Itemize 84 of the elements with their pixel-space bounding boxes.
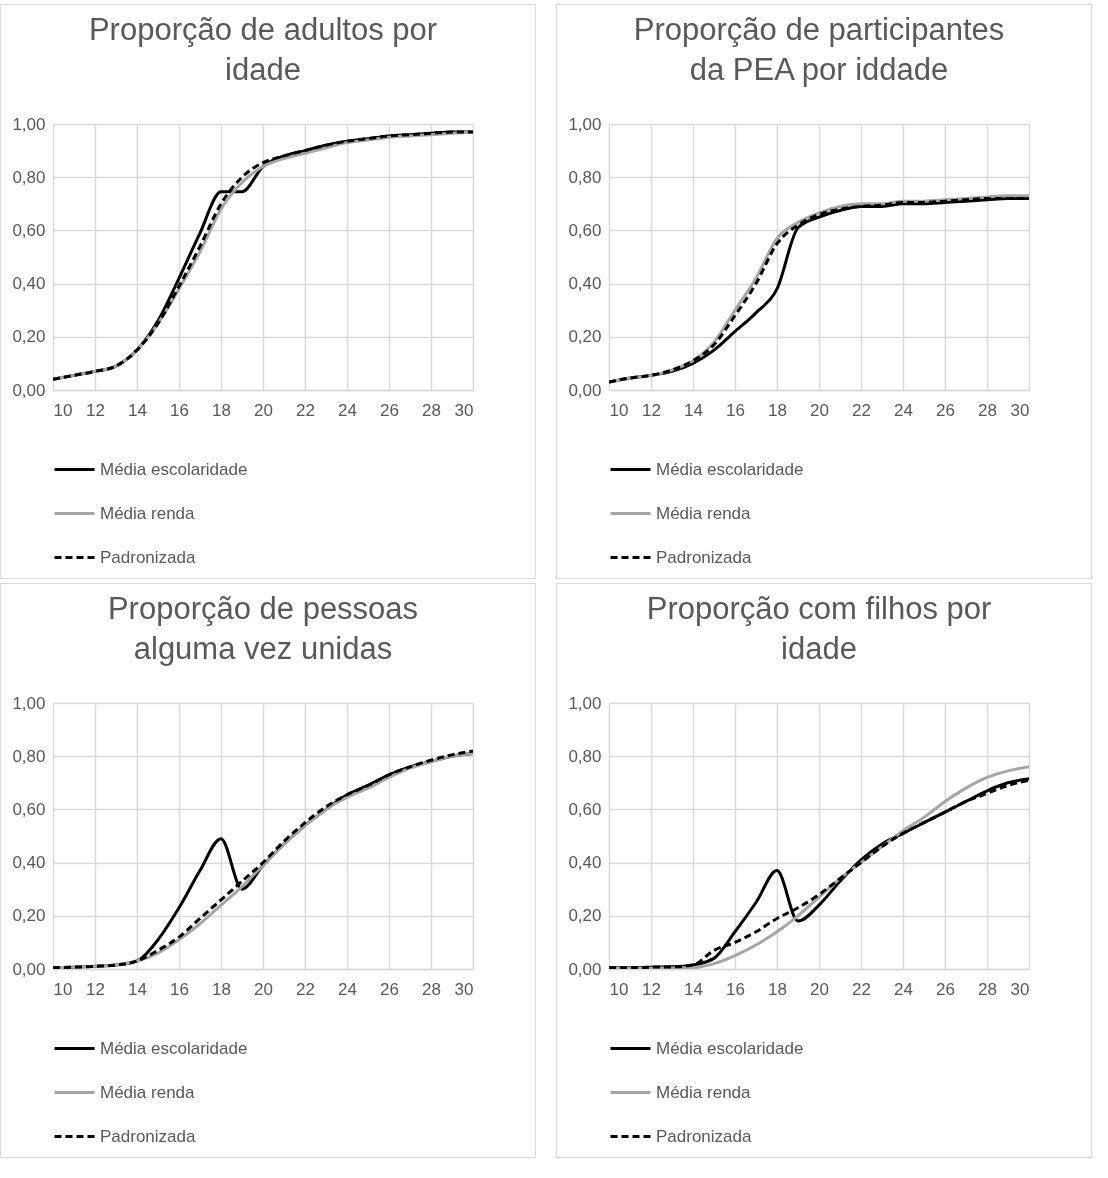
x-tick-label: 12 [642,400,661,420]
y-tick-label: 0,00 [568,380,602,400]
y-tick-label: 0,60 [568,220,602,240]
x-tick-label: 10 [609,400,629,420]
y-tick-label: 0,00 [568,959,602,979]
y-tick-label: 1,00 [12,114,46,134]
y-tick-label: 0,60 [12,799,46,819]
x-tick-label: 20 [810,400,829,420]
legend-label: Média escolaridade [656,1038,804,1058]
x-tick-label: 16 [170,400,189,420]
legend-label: Média escolaridade [100,1038,248,1058]
y-tick-label: 0,80 [568,746,602,766]
x-tick-label: 28 [422,979,441,999]
chart-title: Proporção de adultos por idade [88,12,438,87]
x-tick-label: 14 [684,400,703,420]
x-tick-label: 30 [454,979,474,999]
chart-title: Proporção com filhos por idade [646,591,992,666]
x-tick-label: 26 [936,400,955,420]
x-tick-label: 12 [86,979,105,999]
x-tick-label: 28 [978,400,997,420]
y-tick-label: 0,20 [12,327,46,347]
legend-label: Média renda [100,1082,196,1102]
x-tick-label: 28 [978,979,997,999]
x-tick-label: 20 [810,979,829,999]
y-tick-label: 0,60 [568,799,602,819]
x-tick-label: 30 [1010,400,1030,420]
x-tick-label: 18 [212,400,231,420]
x-tick-label: 24 [894,979,913,999]
chart-title: Proporção de participantes da PEA por iddade [633,12,1005,87]
legend-label: Padronizada [100,1126,196,1146]
chart-title: Proporção de pessoas alguma vez unidas [107,591,419,666]
x-tick-label: 18 [212,979,231,999]
x-tick-label: 18 [768,979,787,999]
y-tick-label: 0,40 [12,853,46,873]
x-tick-label: 22 [296,979,315,999]
y-tick-label: 0,60 [12,220,46,240]
y-tick-label: 0,20 [568,327,602,347]
y-tick-label: 0,40 [568,274,602,294]
y-tick-label: 0,20 [12,906,46,926]
x-tick-label: 30 [1010,979,1030,999]
legend-label: Padronizada [656,1126,752,1146]
x-tick-label: 18 [768,400,787,420]
x-tick-label: 24 [338,979,357,999]
x-tick-label: 24 [894,400,913,420]
x-tick-label: 10 [53,979,73,999]
x-tick-label: 16 [726,979,745,999]
y-tick-label: 1,00 [568,693,602,713]
x-tick-label: 14 [684,979,703,999]
x-tick-label: 10 [53,400,73,420]
x-tick-label: 28 [422,400,441,420]
y-tick-label: 0,80 [12,746,46,766]
x-tick-label: 26 [380,400,399,420]
x-tick-label: 10 [609,979,629,999]
x-tick-label: 22 [852,979,871,999]
y-tick-label: 0,80 [568,167,602,187]
x-tick-label: 24 [338,400,357,420]
y-tick-label: 0,20 [568,906,602,926]
legend-label: Média escolaridade [656,459,804,479]
legend-label: Padronizada [656,547,752,567]
legend-label: Média escolaridade [100,459,248,479]
x-tick-label: 22 [852,400,871,420]
y-tick-label: 0,00 [12,959,46,979]
y-tick-label: 0,40 [12,274,46,294]
legend-label: Média renda [656,503,752,523]
y-tick-label: 0,80 [12,167,46,187]
legend-label: Média renda [656,1082,752,1102]
x-tick-label: 12 [86,400,105,420]
legend-label: Padronizada [100,547,196,567]
y-tick-label: 1,00 [568,114,602,134]
legend-label: Média renda [100,503,196,523]
x-tick-label: 22 [296,400,315,420]
x-tick-label: 14 [128,979,147,999]
x-tick-label: 14 [128,400,147,420]
y-tick-label: 0,40 [568,853,602,873]
x-tick-label: 16 [726,400,745,420]
x-tick-label: 30 [454,400,474,420]
x-tick-label: 20 [254,979,273,999]
y-tick-label: 1,00 [12,693,46,713]
x-tick-label: 26 [380,979,399,999]
x-tick-label: 16 [170,979,189,999]
x-tick-label: 26 [936,979,955,999]
y-tick-label: 0,00 [12,380,46,400]
x-tick-label: 12 [642,979,661,999]
x-tick-label: 20 [254,400,273,420]
